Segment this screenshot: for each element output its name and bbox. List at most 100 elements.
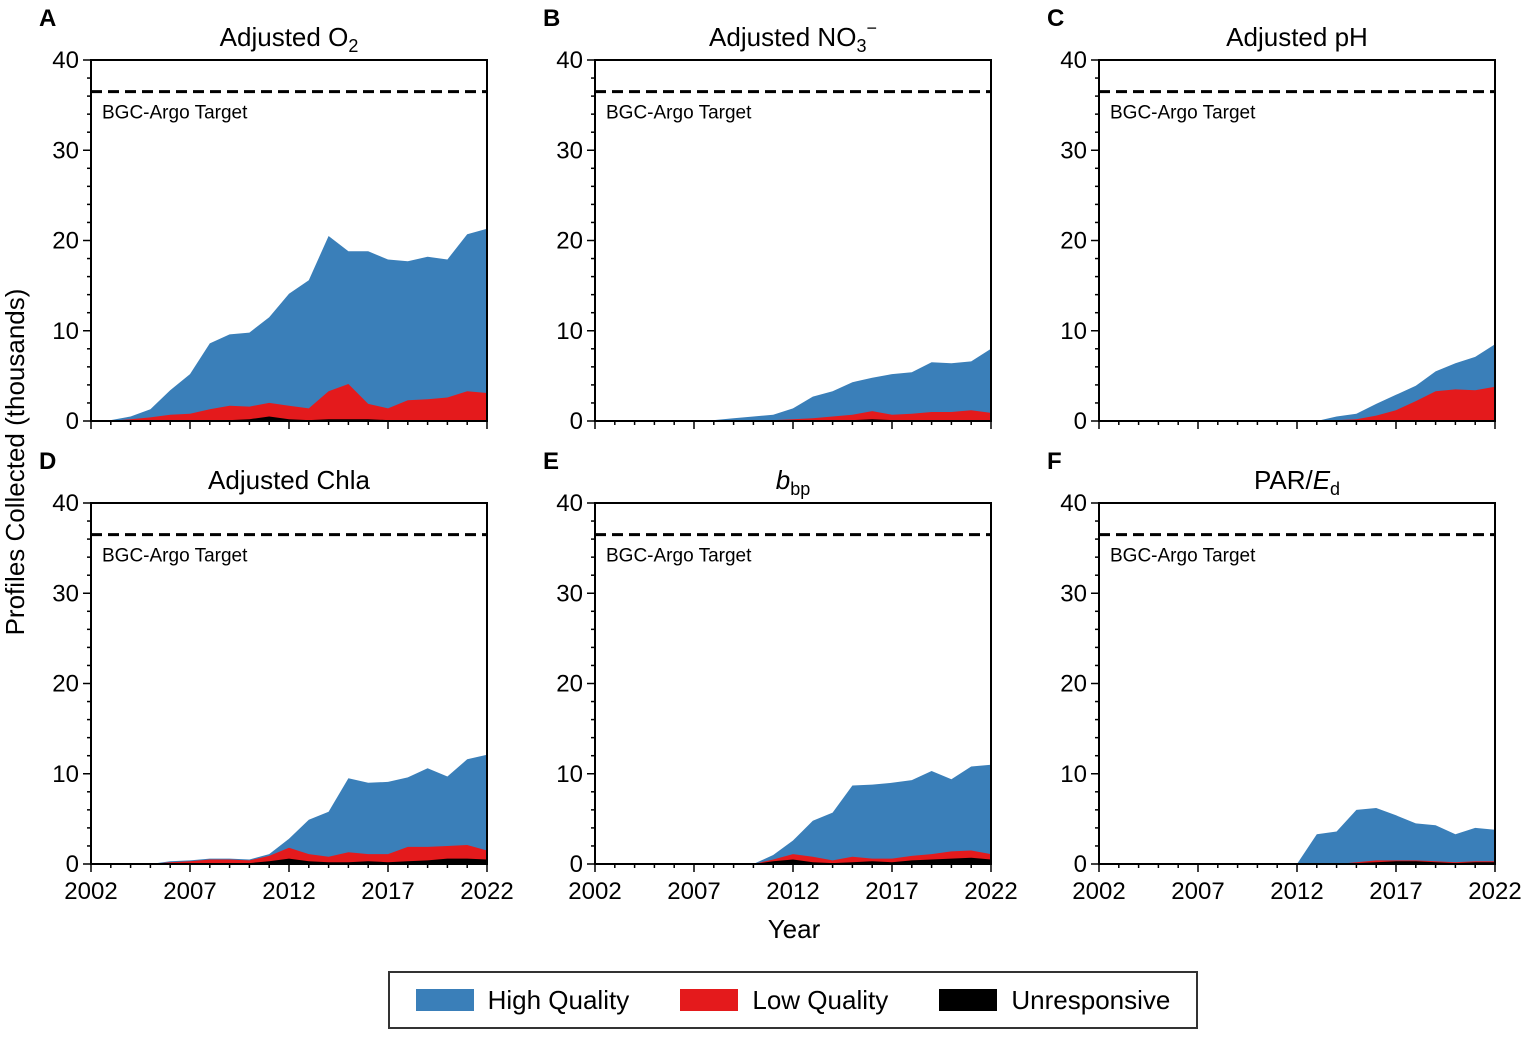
y-tick-label-e: 10 bbox=[556, 761, 583, 788]
title-text-d: Adjusted Chla bbox=[208, 465, 370, 495]
legend-swatch-low-quality bbox=[680, 989, 739, 1011]
y-tick-label-d: 0 bbox=[66, 851, 79, 878]
panel-b: BGC-Argo Target 0 10 20 30 40 B Adjusted NO3− bbox=[543, 5, 992, 435]
title-superscript-b: − bbox=[866, 18, 877, 38]
y-tick-label-b: 0 bbox=[570, 408, 583, 435]
x-tick-label-f: 2022 bbox=[1468, 878, 1521, 905]
y-tick-label-c: 30 bbox=[1060, 137, 1087, 164]
y-tick-label-f: 30 bbox=[1060, 580, 1087, 607]
y-tick-label-b: 30 bbox=[556, 137, 583, 164]
title-subscript-f: d bbox=[1330, 479, 1340, 499]
y-tick-label-b: 10 bbox=[556, 318, 583, 345]
area-low-quality-d bbox=[91, 845, 487, 864]
panel-title-c: Adjusted pH bbox=[1226, 22, 1368, 52]
y-tick-label-c: 0 bbox=[1074, 408, 1087, 435]
panel-d: BGC-Argo Target 0 10 20 30 40 2002 2007 2012 2017… bbox=[39, 448, 514, 905]
panel-letter-b: B bbox=[543, 5, 560, 32]
y-tick-label-f: 20 bbox=[1060, 671, 1087, 698]
y-tick-label-d: 40 bbox=[52, 490, 79, 517]
panel-letter-f: F bbox=[1047, 448, 1062, 475]
panel-e: BGC-Argo Target 0 10 20 30 40 2002 2007 2012 2017… bbox=[543, 448, 1018, 905]
y-tick-label-c: 20 bbox=[1060, 228, 1087, 255]
area-high-quality-d bbox=[91, 754, 487, 864]
y-tick-label-d: 30 bbox=[52, 580, 79, 607]
panel-letter-c: C bbox=[1047, 5, 1064, 32]
y-tick-label-d: 10 bbox=[52, 761, 79, 788]
y-tick-label-a: 20 bbox=[52, 228, 79, 255]
title-subscript-a: 2 bbox=[348, 36, 358, 56]
y-tick-label-e: 0 bbox=[570, 851, 583, 878]
panel-title-b: Adjusted NO3− bbox=[709, 18, 877, 56]
y-tick-label-e: 40 bbox=[556, 490, 583, 517]
area-unresponsive-e bbox=[595, 857, 991, 864]
y-tick-label-a: 0 bbox=[66, 408, 79, 435]
legend-item-unresponsive: Unresponsive bbox=[939, 985, 1170, 1016]
panel-c: BGC-Argo Target 0 10 20 30 40 C Adjusted pH bbox=[1047, 5, 1496, 435]
x-tick-label-e: 2002 bbox=[568, 878, 621, 905]
y-tick-label-c: 10 bbox=[1060, 318, 1087, 345]
legend-label-high-quality: High Quality bbox=[487, 984, 630, 1015]
y-axis-label: Profiles Collected (thousands) bbox=[0, 289, 30, 636]
legend-swatch-unresponsive bbox=[939, 989, 998, 1011]
legend-label-unresponsive: Unresponsive bbox=[1011, 984, 1171, 1015]
legend-item-high-quality: High Quality bbox=[415, 984, 630, 1016]
title-subscript-e: bp bbox=[790, 479, 810, 499]
panel-letter-d: D bbox=[39, 448, 56, 475]
y-tick-label-a: 40 bbox=[52, 47, 79, 74]
x-tick-label-d: 2012 bbox=[262, 878, 315, 905]
area-high-quality-a bbox=[91, 228, 487, 421]
legend-swatch-high-quality bbox=[415, 989, 474, 1011]
y-tick-label-a: 30 bbox=[52, 137, 79, 164]
panel-letter-e: E bbox=[543, 448, 559, 475]
panel-a: BGC-Argo Target 0 10 20 30 40 A Adjusted O2 bbox=[39, 5, 488, 435]
y-tick-label-a: 10 bbox=[52, 318, 79, 345]
x-tick-label-d: 2002 bbox=[64, 878, 117, 905]
legend-label-low-quality: Low Quality bbox=[752, 984, 889, 1015]
target-label-e: BGC-Argo Target bbox=[606, 546, 752, 567]
target-label-a: BGC-Argo Target bbox=[102, 103, 248, 124]
panel-f: BGC-Argo Target 0 10 20 30 40 2002 2007 2012 2017… bbox=[1047, 448, 1522, 905]
x-tick-label-d: 2022 bbox=[460, 878, 513, 905]
y-tick-label-b: 20 bbox=[556, 228, 583, 255]
x-tick-label-f: 2007 bbox=[1171, 878, 1224, 905]
y-tick-label-c: 40 bbox=[1060, 47, 1087, 74]
panel-title-e: bbp bbox=[776, 465, 811, 499]
x-tick-label-d: 2017 bbox=[361, 878, 414, 905]
title-text-a: Adjusted O bbox=[220, 22, 349, 52]
y-tick-label-d: 20 bbox=[52, 671, 79, 698]
area-unresponsive-d bbox=[91, 858, 487, 864]
panel-letter-a: A bbox=[39, 5, 56, 32]
area-high-quality-e bbox=[595, 764, 991, 864]
x-tick-label-f: 2002 bbox=[1072, 878, 1125, 905]
x-tick-label-f: 2012 bbox=[1270, 878, 1323, 905]
title-text-c: Adjusted pH bbox=[1226, 22, 1368, 52]
y-tick-label-b: 40 bbox=[556, 47, 583, 74]
x-tick-label-d: 2007 bbox=[163, 878, 216, 905]
area-low-quality-c bbox=[1099, 386, 1495, 421]
legend-item-low-quality: Low Quality bbox=[680, 985, 888, 1016]
y-tick-label-f: 0 bbox=[1074, 851, 1087, 878]
title-text-b: Adjusted NO bbox=[709, 22, 856, 52]
y-tick-label-f: 10 bbox=[1060, 761, 1087, 788]
target-label-f: BGC-Argo Target bbox=[1110, 546, 1256, 567]
y-tick-label-e: 30 bbox=[556, 580, 583, 607]
x-tick-label-e: 2007 bbox=[667, 878, 720, 905]
figure-canvas: Profiles Collected (thousands) Year BGC-… bbox=[0, 5, 1522, 944]
panel-title-a: Adjusted O2 bbox=[220, 22, 359, 56]
area-high-quality-f bbox=[1099, 808, 1495, 864]
x-tick-label-e: 2022 bbox=[964, 878, 1017, 905]
x-axis-label: Year bbox=[768, 914, 821, 944]
target-label-c: BGC-Argo Target bbox=[1110, 103, 1256, 124]
target-label-b: BGC-Argo Target bbox=[606, 103, 752, 124]
x-tick-label-e: 2017 bbox=[865, 878, 918, 905]
target-label-d: BGC-Argo Target bbox=[102, 546, 248, 567]
title-italic-f: E bbox=[1313, 465, 1331, 495]
legend: High Quality Low Quality Unresponsive bbox=[388, 971, 1198, 1029]
panel-title-f: PAR/Ed bbox=[1254, 465, 1340, 499]
area-low-quality-a bbox=[91, 384, 487, 421]
x-tick-label-f: 2017 bbox=[1369, 878, 1422, 905]
area-low-quality-b bbox=[595, 410, 991, 421]
x-tick-label-e: 2012 bbox=[766, 878, 819, 905]
title-italic-e: b bbox=[776, 465, 790, 495]
